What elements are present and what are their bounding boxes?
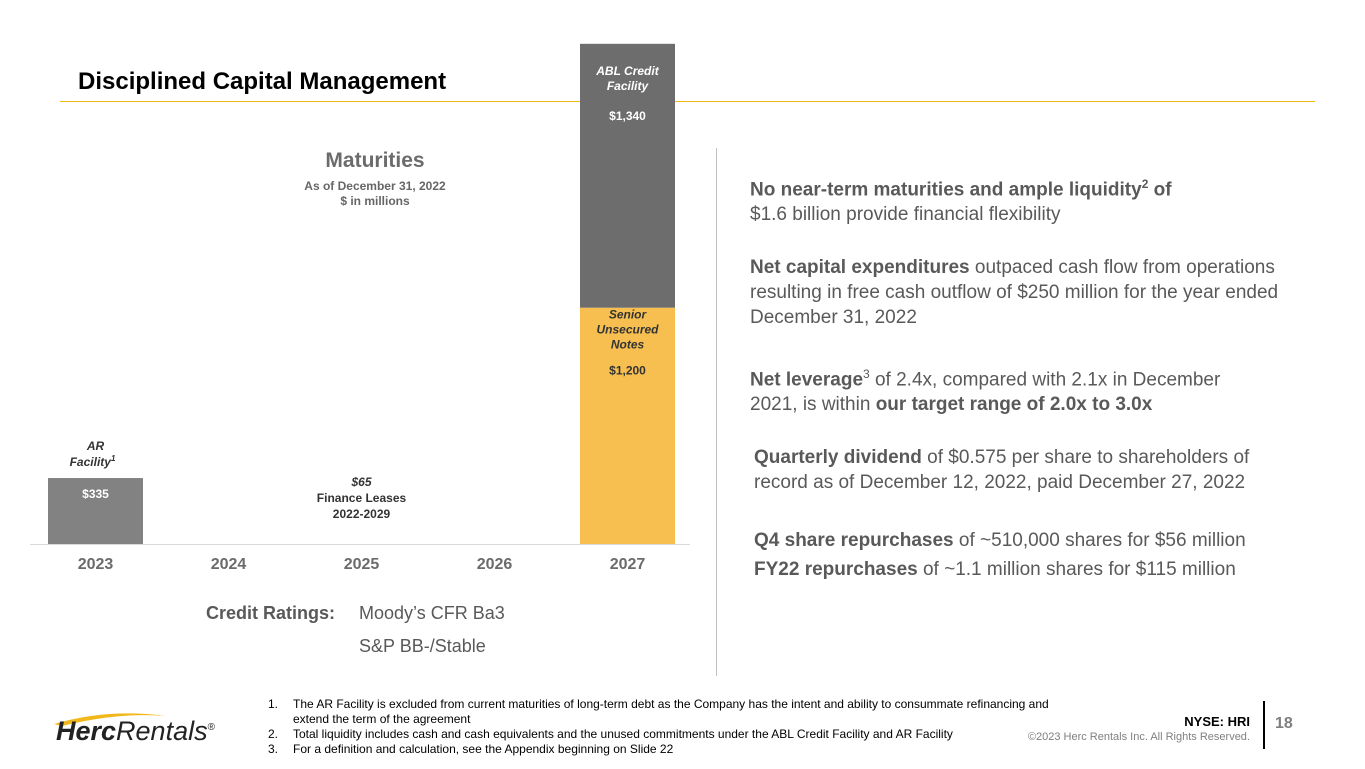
copyright: ©2023 Herc Rentals Inc. All Rights Reser… [1027, 731, 1250, 743]
chart-subtitle-units: $ in millions [340, 194, 410, 208]
logo-rentals-text: Rentals [116, 716, 208, 746]
bullet-fy22-repurchases: FY22 repurchases of ~1.1 million shares … [754, 559, 1236, 580]
credit-rating-sp: S&P BB-/Stable [359, 636, 486, 656]
label-senior-notes-line2: Unsecured [596, 323, 659, 337]
chart-title: Maturities [325, 149, 425, 172]
bullet-capex: Net capital expenditures outpaced cash f… [750, 257, 1279, 328]
bullet-leverage: Net leverage3 of 2.4x, compared with 2.1… [750, 367, 1221, 416]
logo-swoosh-icon [54, 713, 166, 726]
data-label-senior-notes: $1,200 [609, 364, 646, 378]
x-tick-2026: 2026 [477, 556, 513, 573]
x-tick-2024: 2024 [211, 556, 247, 573]
chart-subtitle-date: As of December 31, 2022 [304, 179, 446, 193]
data-label-abl: $1,340 [609, 109, 646, 123]
column-divider [716, 148, 717, 676]
footnotes: 1. The AR Facility is excluded from curre… [268, 697, 1088, 757]
bullet-q4-repurchases: Q4 share repurchases of ~510,000 shares … [754, 530, 1246, 551]
title-divider [60, 101, 1315, 102]
ticker-symbol: NYSE: HRI [1184, 714, 1250, 729]
label-finance-leases-amount: $65 [350, 475, 371, 489]
data-label-ar-facility: $335 [82, 487, 109, 501]
footnote-1: 1. The AR Facility is excluded from curre… [268, 697, 1049, 726]
bullet-dividend: Quarterly dividend of $0.575 per share t… [754, 447, 1250, 493]
footnote-3: 3. For a definition and calculation, see … [268, 742, 674, 756]
label-ar-line2: Facility1 [70, 454, 116, 469]
page-title: Disciplined Capital Management [78, 68, 447, 95]
x-tick-2027: 2027 [610, 556, 646, 573]
bullet-liquidity: No near-term maturities and ample liquid… [750, 177, 1172, 226]
page-number-divider [1263, 701, 1265, 749]
bar-senior-unsecured-notes-2027 [580, 307, 675, 544]
label-senior-notes-line3: Notes [611, 338, 645, 352]
label-abl-line2: Facility [607, 79, 650, 93]
label-finance-leases-years: 2022-2029 [333, 507, 391, 521]
page-number: 18 [1275, 715, 1293, 732]
logo-herc-text: Herc [56, 716, 117, 746]
label-senior-notes-line1: Senior [609, 308, 648, 322]
bar-ar-facility-2023 [48, 478, 143, 544]
x-tick-2023: 2023 [78, 556, 114, 573]
credit-rating-moodys: Moody’s CFR Ba3 [359, 603, 505, 623]
label-ar-line1: AR [86, 439, 105, 453]
label-finance-leases-name: Finance Leases [317, 491, 407, 505]
x-tick-2025: 2025 [344, 556, 380, 573]
footnote-2: 2. Total liquidity includes cash and cash… [268, 727, 953, 741]
label-abl-line1: ABL Credit [595, 64, 659, 78]
credit-ratings-label: Credit Ratings: [206, 603, 336, 623]
bar-abl-credit-facility-2027 [580, 43, 675, 308]
